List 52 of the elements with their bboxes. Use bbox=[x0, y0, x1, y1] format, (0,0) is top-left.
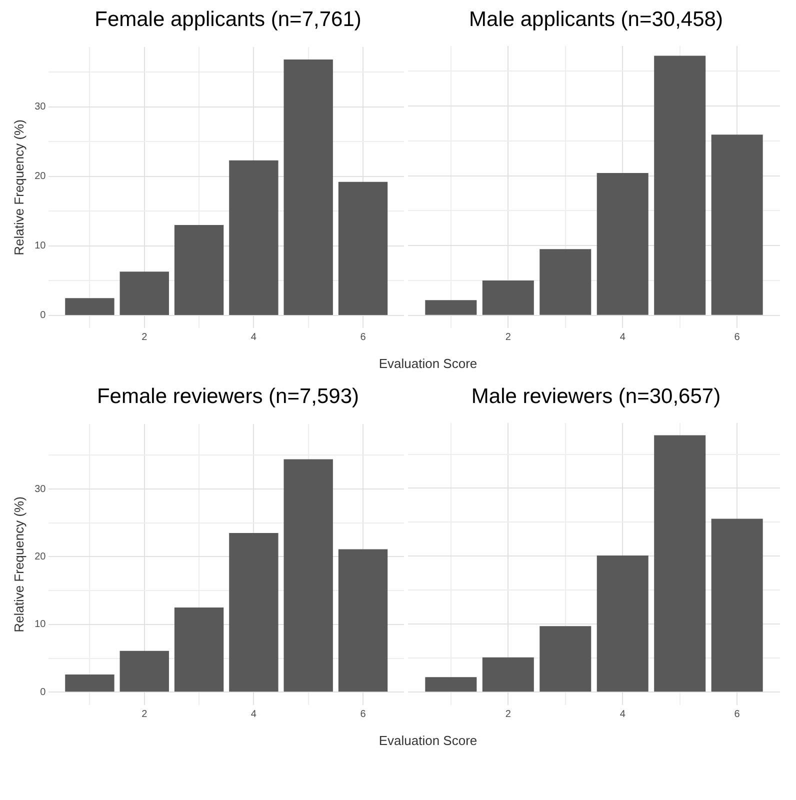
x-tick-label: 6 bbox=[734, 708, 740, 720]
bar bbox=[482, 657, 534, 692]
chart-title: Male reviewers (n=30,657) bbox=[470, 385, 722, 410]
y-tick-label: 30 bbox=[34, 484, 46, 495]
y-axis-title: Relative Frequency (%) bbox=[11, 496, 26, 632]
bar bbox=[120, 650, 169, 692]
y-tick-label: 10 bbox=[34, 619, 46, 630]
bar bbox=[540, 249, 592, 315]
bar bbox=[425, 300, 477, 315]
chart-title: Female reviewers (n=7,593) bbox=[96, 385, 360, 410]
x-tick-label: 2 bbox=[142, 708, 148, 720]
bar bbox=[174, 607, 224, 692]
bar bbox=[654, 56, 706, 315]
y-tick-label: 10 bbox=[34, 240, 46, 252]
bar bbox=[540, 626, 592, 692]
x-tick-label: 2 bbox=[505, 708, 512, 720]
bar bbox=[425, 677, 477, 692]
y-tick-label: 20 bbox=[34, 171, 46, 182]
bar bbox=[338, 182, 388, 315]
bar bbox=[229, 533, 278, 692]
bar bbox=[338, 549, 388, 692]
x-axis-title: Evaluation Score bbox=[378, 356, 478, 371]
x-tick-label: 2 bbox=[505, 332, 512, 343]
bar bbox=[229, 160, 278, 315]
bar bbox=[711, 134, 763, 315]
chart-title: Female applicants (n=7,761) bbox=[94, 8, 362, 33]
x-tick-label: 2 bbox=[142, 332, 148, 343]
y-tick-label: 30 bbox=[34, 102, 46, 113]
y-axis-title: Relative Frequency (%) bbox=[11, 120, 26, 256]
bar bbox=[284, 60, 333, 315]
chart-title: Male applicants (n=30,458) bbox=[468, 8, 724, 33]
bar bbox=[65, 298, 114, 315]
x-tick-label: 4 bbox=[250, 708, 257, 720]
x-tick-label: 4 bbox=[620, 332, 626, 343]
x-axis-title: Evaluation Score bbox=[378, 733, 478, 748]
y-tick-label: 0 bbox=[40, 686, 46, 698]
x-tick-label: 6 bbox=[734, 332, 740, 343]
bar bbox=[596, 173, 648, 315]
bar bbox=[120, 272, 169, 315]
y-tick-label: 20 bbox=[34, 551, 46, 562]
bar bbox=[284, 459, 333, 692]
bar bbox=[654, 435, 706, 692]
bar bbox=[596, 556, 648, 692]
x-tick-label: 4 bbox=[250, 332, 257, 343]
bar bbox=[482, 280, 534, 315]
bar bbox=[174, 225, 224, 315]
x-tick-label: 4 bbox=[620, 708, 626, 720]
bar bbox=[65, 674, 114, 692]
bar bbox=[711, 518, 763, 692]
x-tick-label: 6 bbox=[360, 708, 366, 720]
y-tick-label: 0 bbox=[40, 310, 46, 322]
x-tick-label: 6 bbox=[360, 332, 366, 343]
